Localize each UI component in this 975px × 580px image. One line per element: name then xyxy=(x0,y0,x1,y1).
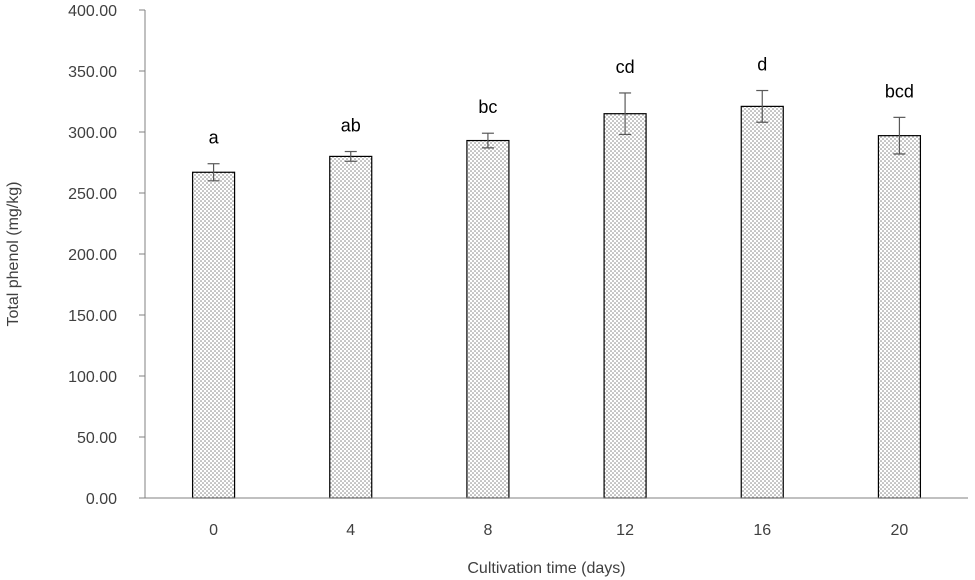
x-tick-label: 8 xyxy=(483,522,492,539)
y-tick-label: 150.00 xyxy=(68,308,117,325)
x-tick-label: 0 xyxy=(209,522,218,539)
y-tick-label: 350.00 xyxy=(68,64,117,81)
bar xyxy=(329,155,373,499)
significance-label: bcd xyxy=(885,81,914,101)
x-axis-title: Cultivation time (days) xyxy=(467,560,625,577)
y-tick-label: 0.00 xyxy=(86,491,117,508)
significance-label: a xyxy=(209,128,220,148)
bars-group xyxy=(191,105,922,499)
y-tick-label: 50.00 xyxy=(77,430,117,447)
bar xyxy=(603,113,647,499)
significance-label: bc xyxy=(478,97,497,117)
significance-label: d xyxy=(757,55,767,75)
y-tick-label: 300.00 xyxy=(68,125,117,142)
x-tick-label: 20 xyxy=(891,522,909,539)
x-tick-label: 16 xyxy=(753,522,771,539)
y-tick-label: 250.00 xyxy=(68,186,117,203)
x-tick-label: 4 xyxy=(346,522,355,539)
significance-labels-group: a ab bc cd d bcd xyxy=(209,55,914,148)
bar xyxy=(740,105,784,499)
y-axis-title: Total phenol (mg/kg) xyxy=(5,182,22,327)
x-tick-label: 12 xyxy=(616,522,634,539)
error-bars-group xyxy=(207,89,906,182)
bar xyxy=(466,139,510,499)
x-axis-ticks: 0 4 8 12 16 20 xyxy=(209,522,908,539)
bar xyxy=(191,171,236,499)
bar xyxy=(877,135,922,499)
significance-label: ab xyxy=(341,116,361,136)
y-tick-label: 400.00 xyxy=(68,3,117,20)
y-axis-ticks: 0.00 50.00 100.00 150.00 200.00 250.00 300.00 3… xyxy=(68,3,145,508)
y-tick-label: 200.00 xyxy=(68,247,117,264)
significance-label: cd xyxy=(616,57,635,77)
y-tick-label: 100.00 xyxy=(68,369,117,386)
